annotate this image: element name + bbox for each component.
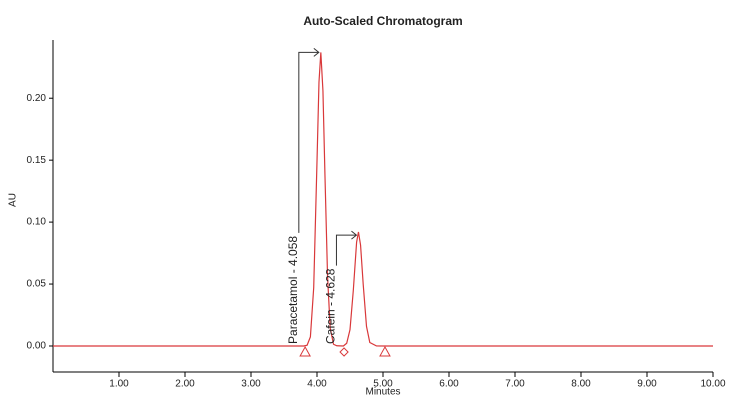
x-tick-label: 5.00 xyxy=(373,379,393,390)
y-tick-label: 0.00 xyxy=(27,341,47,352)
peak-label: Paracetamol - 4.058 xyxy=(286,236,300,344)
x-tick-label: 2.00 xyxy=(175,379,195,390)
x-tick-label: 8.00 xyxy=(571,379,591,390)
y-axis-label: AU xyxy=(8,193,19,207)
peak-label-leader xyxy=(335,230,358,266)
x-tick-label: 3.00 xyxy=(241,379,261,390)
baseline-marker xyxy=(339,347,349,357)
baseline-marker xyxy=(379,345,391,357)
y-tick-label: 0.05 xyxy=(27,279,47,290)
x-axis-label: Minutes xyxy=(365,387,400,398)
x-tick-label: 1.00 xyxy=(109,379,129,390)
peak-label: Cafein - 4.628 xyxy=(324,268,338,344)
x-tick-label: 4.00 xyxy=(307,379,327,390)
y-tick-label: 0.10 xyxy=(27,217,47,228)
baseline-marker xyxy=(299,345,311,357)
chromatogram-line xyxy=(53,52,713,347)
chart-title: Auto-Scaled Chromatogram xyxy=(303,14,462,28)
peak-label-leader xyxy=(298,47,320,233)
x-tick-label: 10.00 xyxy=(700,379,725,390)
x-tick-label: 7.00 xyxy=(505,379,525,390)
x-tick-label: 9.00 xyxy=(637,379,657,390)
y-tick-label: 0.20 xyxy=(27,93,47,104)
y-tick-label: 0.15 xyxy=(27,155,47,166)
x-tick-label: 6.00 xyxy=(439,379,459,390)
